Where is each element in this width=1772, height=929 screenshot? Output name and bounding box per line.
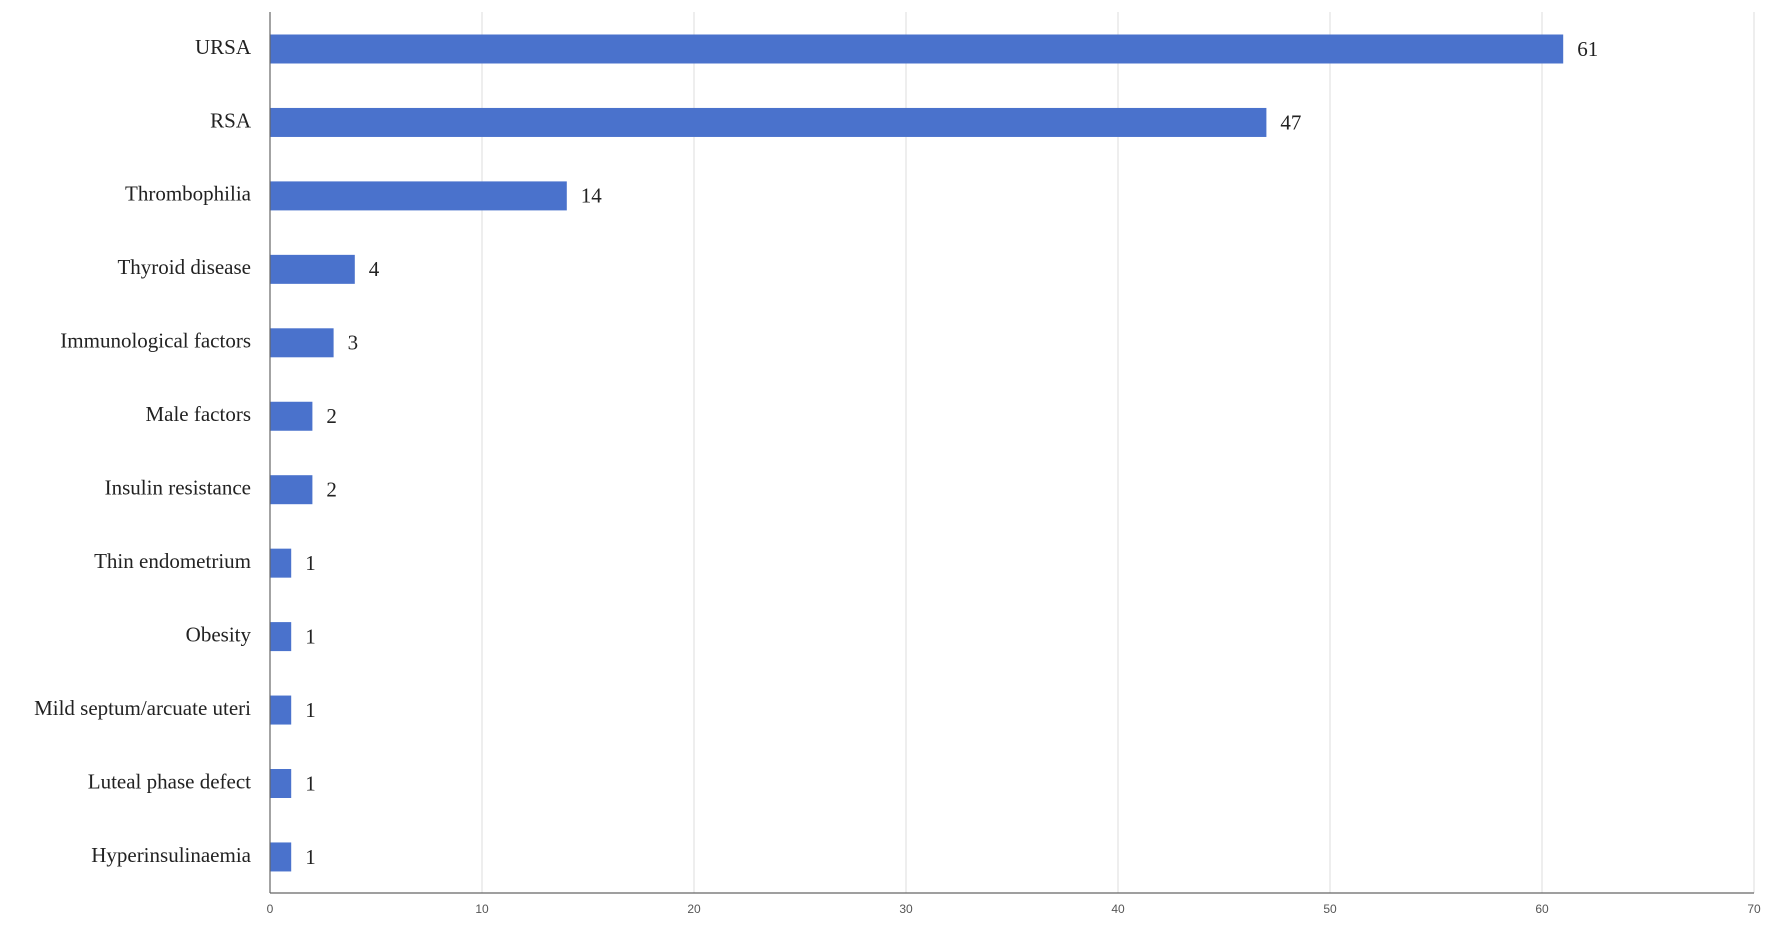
value-label: 3 <box>348 331 359 355</box>
bar <box>270 548 292 578</box>
y-tick-label: URSA <box>195 35 252 59</box>
bar <box>270 328 334 358</box>
value-label: 1 <box>305 551 316 575</box>
bar <box>270 34 1564 64</box>
bar <box>270 842 292 872</box>
x-tick-label: 20 <box>687 902 701 916</box>
x-tick-label: 50 <box>1323 902 1337 916</box>
value-label: 47 <box>1280 110 1301 134</box>
value-label: 14 <box>581 184 603 208</box>
bar <box>270 254 355 284</box>
bar <box>270 181 567 211</box>
y-tick-label: Mild septum/arcuate uteri <box>34 696 251 720</box>
bar <box>270 622 292 652</box>
x-tick-label: 60 <box>1535 902 1549 916</box>
bar <box>270 107 1267 137</box>
value-label: 4 <box>369 257 380 281</box>
y-tick-label: Luteal phase defect <box>88 769 251 793</box>
value-label: 2 <box>326 478 337 502</box>
x-tick-label: 40 <box>1111 902 1125 916</box>
y-tick-label: Male factors <box>145 402 251 426</box>
y-tick-label: Thyroid disease <box>117 255 251 279</box>
value-label: 1 <box>305 771 316 795</box>
value-label: 1 <box>305 698 316 722</box>
value-label: 1 <box>305 624 316 648</box>
value-label: 2 <box>326 404 337 428</box>
bar <box>270 475 313 505</box>
x-tick-label: 10 <box>475 902 489 916</box>
x-tick-label: 30 <box>899 902 913 916</box>
value-label: 1 <box>305 845 316 869</box>
x-tick-label: 0 <box>267 902 274 916</box>
y-tick-label: Hyperinsulinaemia <box>91 843 251 867</box>
y-tick-label: Thin endometrium <box>94 549 251 573</box>
y-tick-label: Obesity <box>186 622 252 646</box>
y-tick-label: Thrombophilia <box>125 182 252 206</box>
y-tick-label: RSA <box>210 108 252 132</box>
bar <box>270 401 313 431</box>
x-tick-label: 70 <box>1747 902 1761 916</box>
value-label: 61 <box>1577 37 1598 61</box>
bar <box>270 769 292 798</box>
bar <box>270 695 292 725</box>
y-tick-label: Immunological factors <box>60 329 251 353</box>
y-tick-label: Insulin resistance <box>105 476 251 500</box>
